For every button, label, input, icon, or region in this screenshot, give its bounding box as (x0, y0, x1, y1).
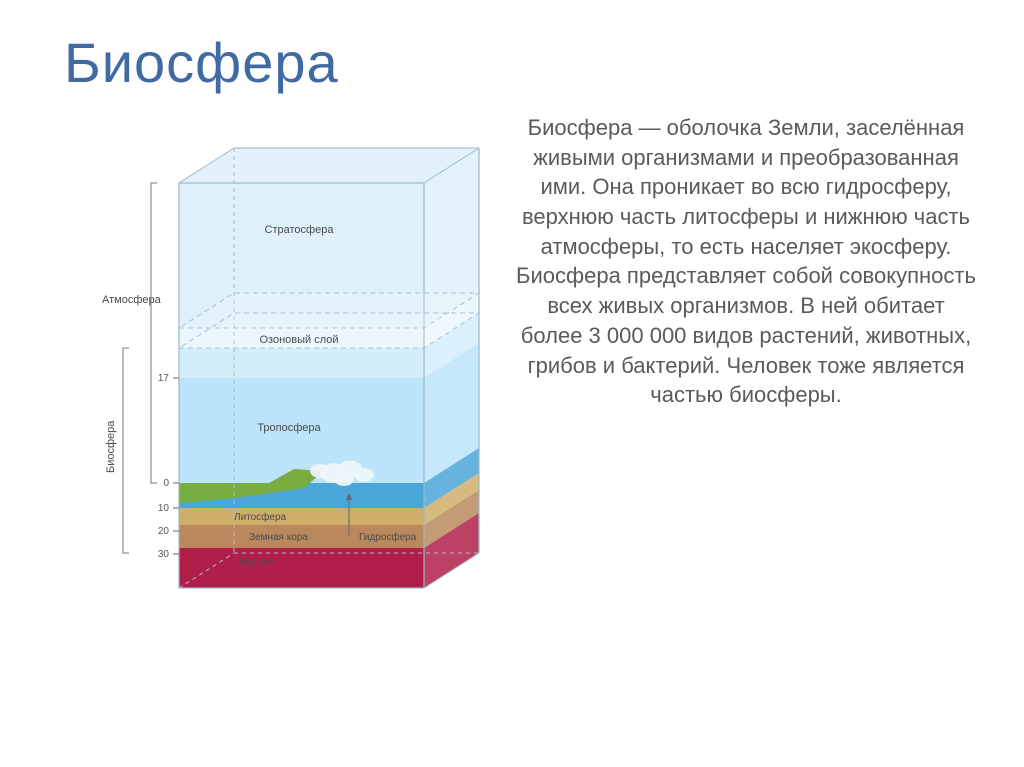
description-text: Биосфера — оболочка Земли, заселённая жи… (516, 113, 976, 410)
diagram-column: 17 0 10 20 30 Атмосфера Биосфера Стратосфера Озо… (64, 113, 484, 633)
layer-label: Озоновый слой (259, 334, 338, 346)
layer-label: Земная кора (249, 532, 308, 543)
layer-label: Гидросфера (359, 531, 417, 543)
text-column: Биосфера — оболочка Земли, заселённая жи… (516, 113, 976, 410)
layer-label: Мантия (239, 557, 274, 568)
slide: Биосфера 17 0 10 20 30 Атмосфера Биосфера Страт… (0, 0, 1024, 767)
scale-tick: 0 (163, 478, 169, 489)
layer-label: Тропосфера (257, 422, 321, 434)
stratosphere-lower (179, 348, 424, 378)
layer-label: Биосфера (105, 420, 117, 473)
layer-label: Стратосфера (265, 224, 335, 236)
scale-tick: 17 (158, 373, 170, 384)
layer-label: Литосфера (234, 511, 287, 523)
biosphere-diagram: 17 0 10 20 30 Атмосфера Биосфера Стратосфера Озо… (64, 113, 484, 633)
layer-label: Атмосфера (102, 294, 162, 306)
lithosphere (179, 508, 424, 525)
mantle (179, 548, 424, 588)
page-title: Биосфера (64, 30, 976, 95)
cube-svg: 17 0 10 20 30 Атмосфера Биосфера Стратосфера Озо… (64, 113, 484, 633)
scale-tick: 30 (158, 549, 170, 560)
content-row: 17 0 10 20 30 Атмосфера Биосфера Стратосфера Озо… (64, 113, 976, 633)
scale-tick: 10 (158, 503, 170, 514)
scale-tick: 20 (158, 526, 170, 537)
